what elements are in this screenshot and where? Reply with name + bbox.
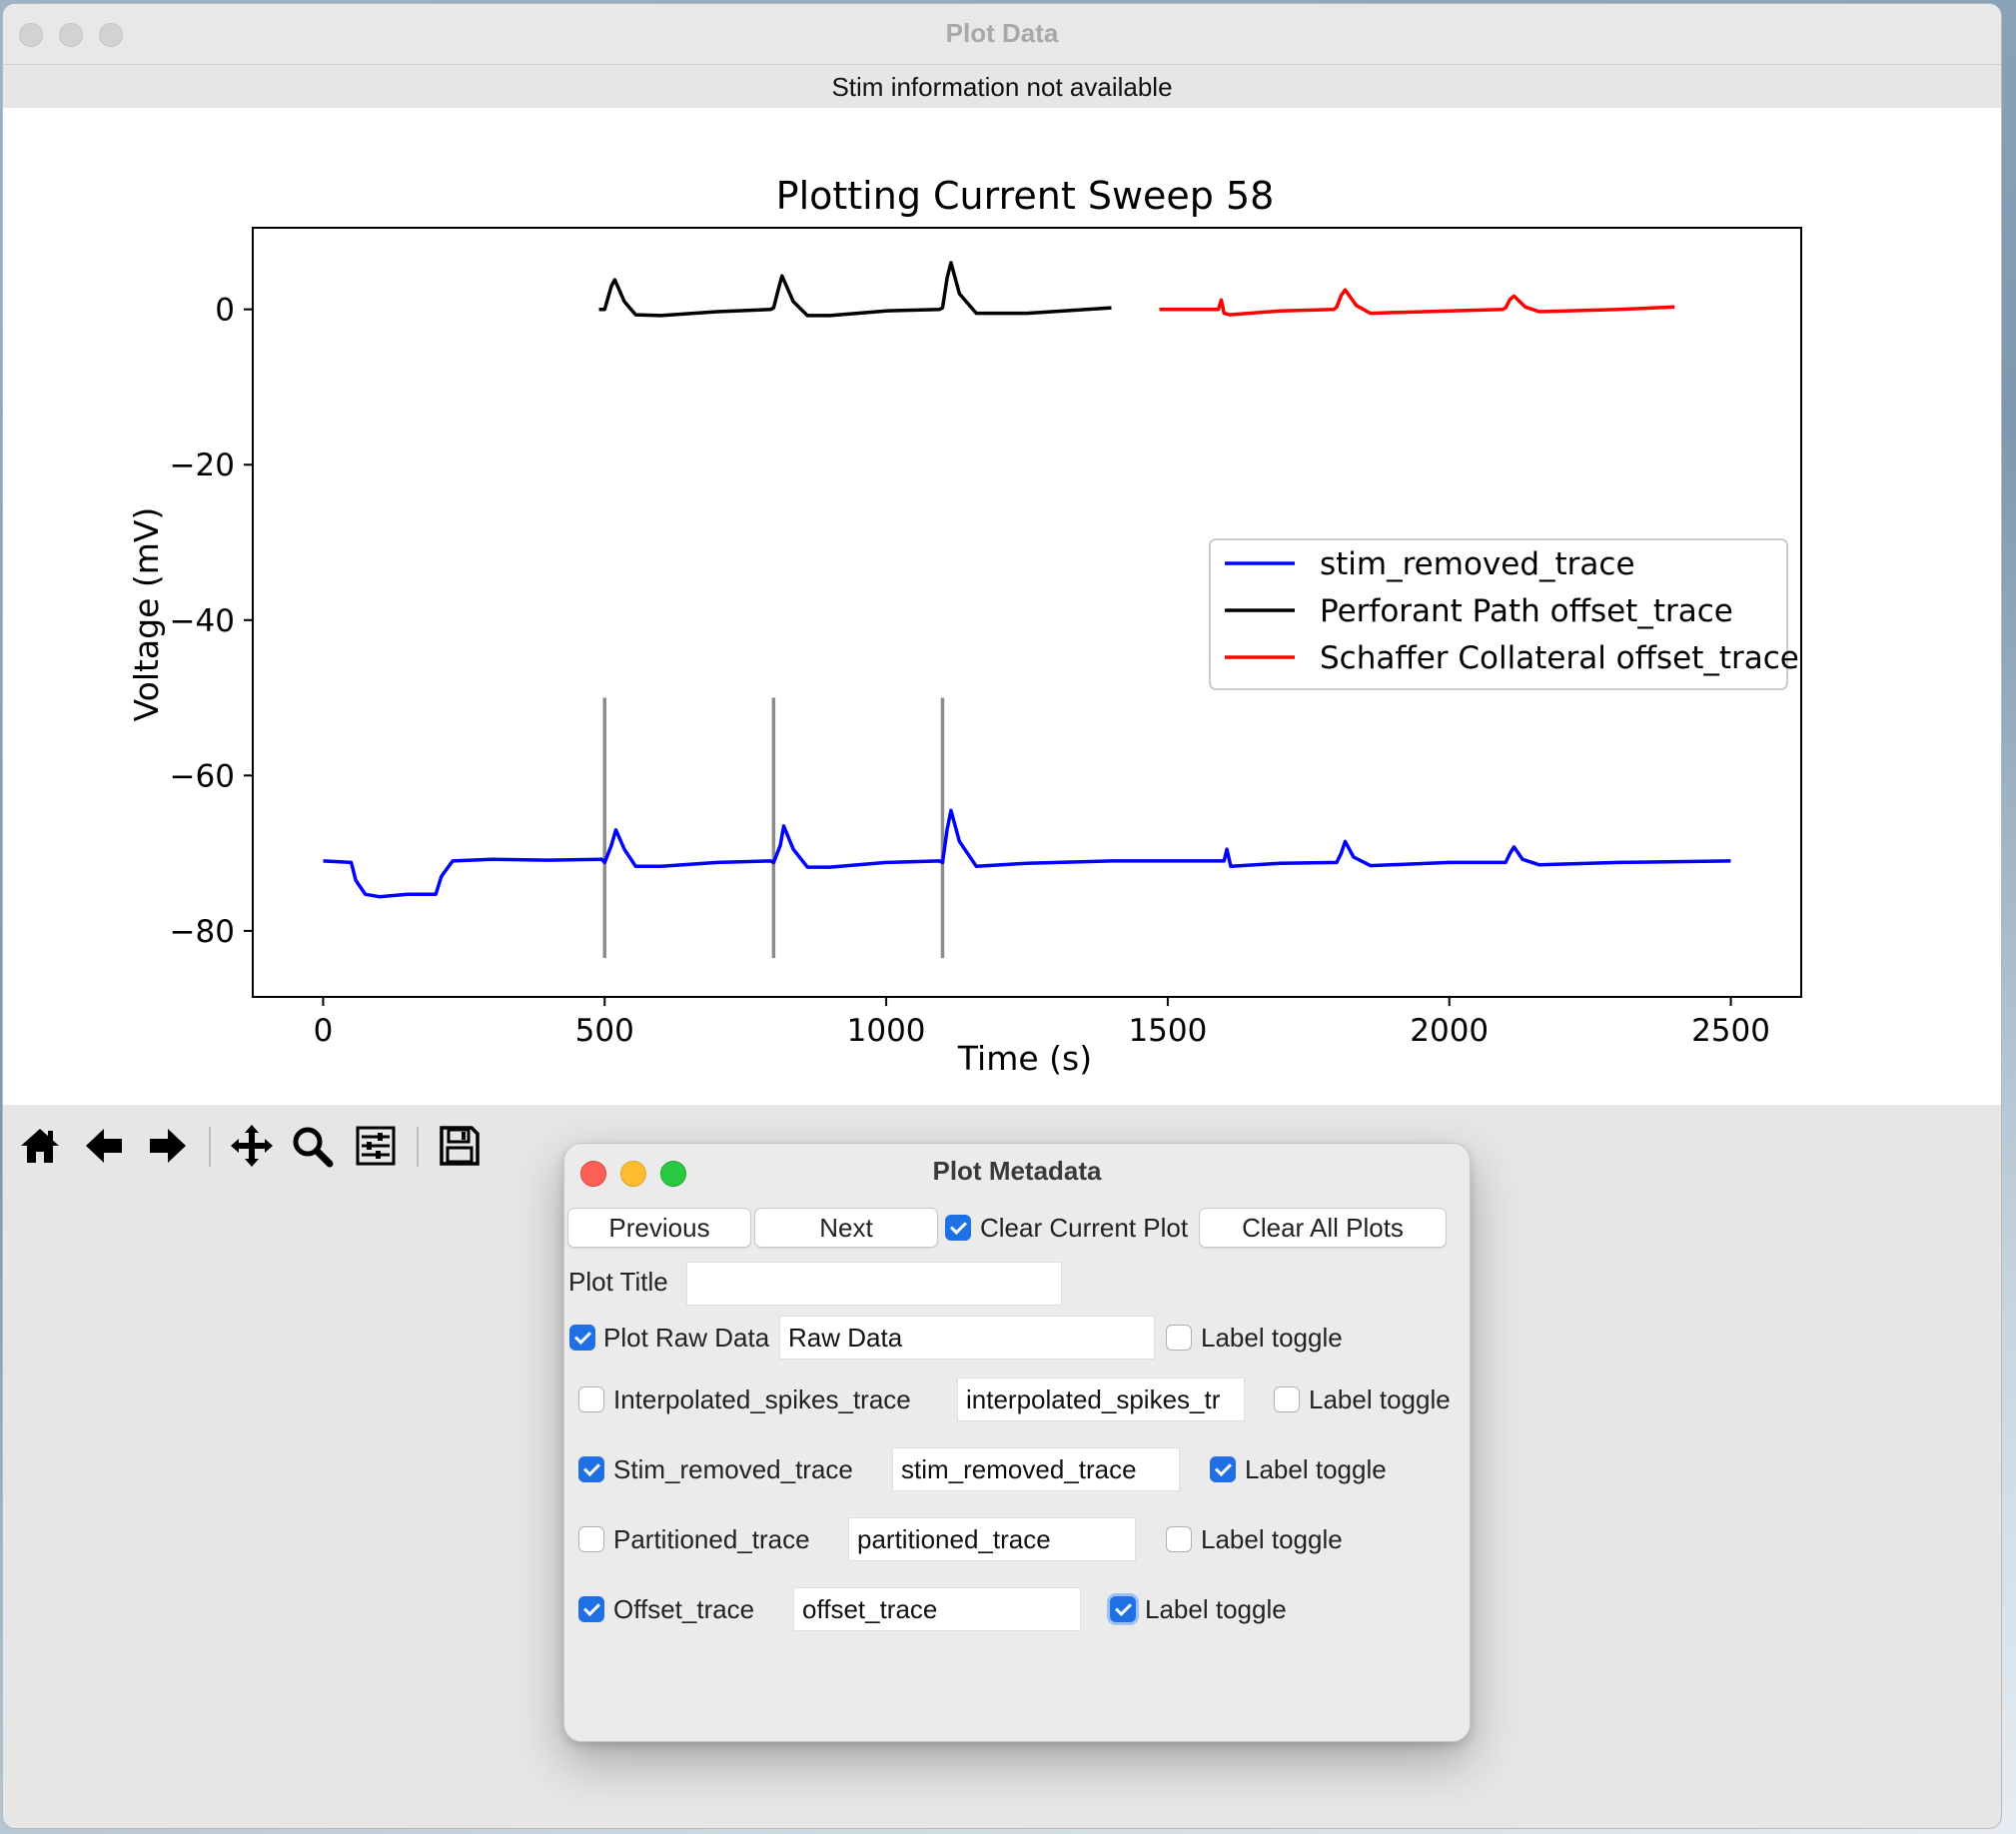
offset-label-toggle[interactable] [1110, 1596, 1136, 1622]
partitioned-label-toggle[interactable] [1166, 1526, 1192, 1552]
series-line-stim-removed-trace [323, 808, 1731, 899]
y-tick-label: 0 [215, 293, 235, 329]
stim-removed-trace-checkbox[interactable] [578, 1456, 604, 1482]
legend-label: stim_removed_trace [1320, 546, 1635, 582]
plot-title-label: Plot Title [568, 1267, 668, 1297]
x-axis-label: Time (s) [957, 1039, 1092, 1078]
stim-artifacts [602, 697, 945, 959]
back-arrow-icon[interactable] [77, 1119, 131, 1173]
raw-data-name-input[interactable]: Raw Data [779, 1316, 1155, 1360]
partitioned-trace-input[interactable]: partitioned_trace [848, 1517, 1136, 1561]
x-tick-label: 0 [314, 1013, 334, 1049]
y-axis: 0 −20 −40 −60 −80 [170, 293, 253, 950]
x-tick-label: 500 [575, 1013, 634, 1049]
chart-title: Plotting Current Sweep 58 [776, 174, 1275, 218]
legend: stim_removed_trace Perforant Path offset_… [1209, 538, 1799, 690]
offset-trace-checkbox[interactable] [578, 1596, 604, 1622]
minimize-window-button[interactable] [59, 23, 83, 47]
plot-raw-data-label: Plot Raw Data [603, 1323, 770, 1353]
series-line-schaffer-collateral-offset-trace [1159, 288, 1675, 317]
pan-icon[interactable] [225, 1119, 279, 1173]
x-tick-label: 1000 [847, 1013, 926, 1049]
label-toggle-text: Label toggle [1309, 1384, 1451, 1414]
chart[interactable]: Plotting Current Sweep 58 0−20−40−60−80 … [3, 108, 2001, 1105]
clear-current-plot-checkbox[interactable] [945, 1215, 971, 1241]
window-titlebar: Plot Data [3, 4, 2001, 65]
next-button[interactable]: Next [754, 1208, 938, 1248]
label-toggle-text: Label toggle [1145, 1594, 1287, 1624]
series-lines [323, 261, 1731, 899]
label-toggle-text: Label toggle [1245, 1454, 1387, 1484]
label-toggle-text: Label toggle [1201, 1524, 1343, 1554]
legend-label: Perforant Path offset_trace [1320, 593, 1733, 629]
clear-current-plot-label: Clear Current Plot [980, 1213, 1189, 1243]
raw-data-label-toggle[interactable] [1166, 1325, 1192, 1351]
save-icon[interactable] [433, 1119, 487, 1173]
clear-all-plots-button[interactable]: Clear All Plots [1199, 1208, 1447, 1248]
interpolated-spikes-trace-label: Interpolated_spikes_trace [613, 1384, 911, 1414]
minimize-window-button[interactable] [620, 1161, 646, 1187]
previous-button[interactable]: Previous [567, 1208, 751, 1248]
x-axis: 0 500 1000 1500 2000 2500 [314, 997, 1770, 1049]
interpolated-spikes-trace-input[interactable]: interpolated_spikes_tr [957, 1377, 1245, 1421]
plot-data-window: Plot Data Stim information not available… [3, 4, 2001, 1828]
plot-raw-data-checkbox[interactable] [569, 1325, 595, 1351]
forward-arrow-icon[interactable] [141, 1119, 195, 1173]
close-window-button[interactable] [19, 23, 43, 47]
y-tick-label: −80 [170, 914, 235, 950]
close-window-button[interactable] [580, 1161, 606, 1187]
x-tick-label: 2000 [1410, 1013, 1489, 1049]
toolbar-separator [209, 1127, 211, 1167]
stim-removed-trace-input[interactable]: stim_removed_trace [892, 1447, 1180, 1491]
label-toggle-text: Label toggle [1201, 1323, 1343, 1353]
stim-removed-trace-label: Stim_removed_trace [613, 1454, 853, 1484]
offset-trace-label: Offset_trace [613, 1594, 755, 1624]
y-tick-label: −20 [170, 448, 235, 483]
interpolated-spikes-label-toggle[interactable] [1274, 1386, 1300, 1412]
y-tick-label: −40 [170, 603, 235, 639]
metadata-window-title: Plot Metadata [932, 1156, 1102, 1186]
plot-canvas[interactable]: Plotting Current Sweep 58 0 −20 −40 −60 −80 … [3, 108, 2001, 1105]
offset-trace-input[interactable]: offset_trace [793, 1587, 1081, 1631]
configure-subplots-icon[interactable] [349, 1119, 403, 1173]
legend-label: Schaffer Collateral offset_trace [1320, 640, 1799, 676]
y-axis-label: Voltage (mV) [127, 507, 166, 722]
x-tick-label: 2500 [1691, 1013, 1770, 1049]
series-line-perforant-path-offset-trace [598, 261, 1112, 318]
interpolated-spikes-trace-checkbox[interactable] [578, 1386, 604, 1412]
stim-info-label: Stim information not available [831, 72, 1173, 102]
stim-removed-label-toggle[interactable] [1210, 1456, 1236, 1482]
zoom-window-button[interactable] [99, 23, 123, 47]
y-tick-label: −60 [170, 758, 235, 794]
navigation-toolbar [3, 1113, 522, 1173]
zoom-window-button[interactable] [660, 1161, 686, 1187]
x-tick-label: 1500 [1128, 1013, 1207, 1049]
home-icon[interactable] [13, 1119, 67, 1173]
partitioned-trace-label: Partitioned_trace [613, 1524, 810, 1554]
toolbar-separator [417, 1127, 419, 1167]
plot-metadata-window: Plot Metadata Previous Next Clear Curren… [563, 1143, 1471, 1742]
window-title: Plot Data [945, 18, 1059, 48]
partitioned-trace-checkbox[interactable] [578, 1526, 604, 1552]
plot-title-input[interactable] [686, 1262, 1062, 1306]
zoom-icon[interactable] [285, 1119, 339, 1173]
